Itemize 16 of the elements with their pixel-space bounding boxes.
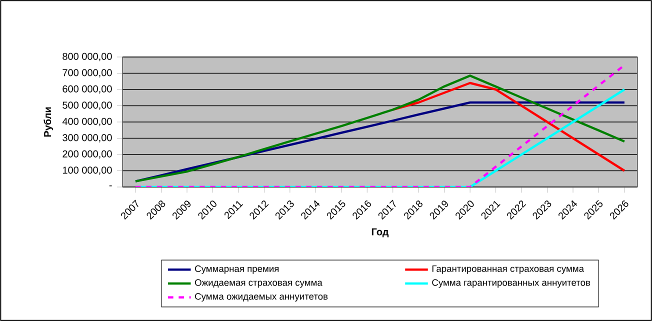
y-tick-label: - — [109, 185, 112, 186]
y-tick-label: 100 000,00 — [62, 166, 112, 175]
legend-label: Суммарная премия — [195, 265, 279, 274]
x-axis-title: Год — [372, 228, 389, 238]
legend-label: Гарантированная страховая сумма — [432, 265, 584, 274]
y-tick-label: 300 000,00 — [62, 134, 112, 142]
legend-label: Ожидаемая страховая сумма — [195, 279, 322, 288]
y-tick-label: 500 000,00 — [62, 102, 112, 110]
y-tick-label: 600 000,00 — [62, 85, 112, 94]
legend-label: Сумма гарантированных аннуитетов — [432, 279, 590, 288]
y-axis-title: Рубли — [44, 107, 54, 137]
legend-label: Сумма ожидаемых аннуитетов — [195, 293, 328, 302]
y-tick-label: 200 000,00 — [62, 150, 112, 159]
y-tick-label: 700 000,00 — [62, 69, 112, 78]
y-tick-label: 800 000,00 — [62, 52, 112, 62]
y-tick-label: 400 000,00 — [62, 118, 112, 126]
